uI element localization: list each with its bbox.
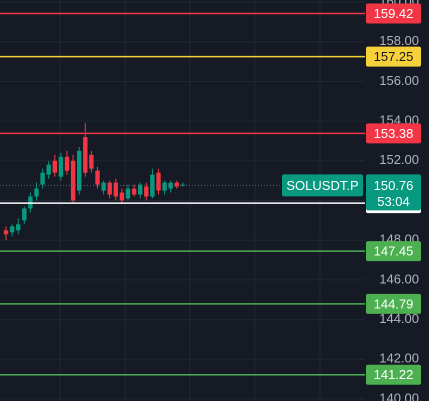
candle-body bbox=[150, 174, 155, 197]
candle-body bbox=[156, 172, 161, 191]
y-tick-label: 144.00 bbox=[379, 311, 419, 326]
candle-body bbox=[58, 156, 64, 177]
candle-body bbox=[101, 182, 106, 191]
candle-body bbox=[125, 188, 131, 199]
candle-body bbox=[95, 170, 100, 185]
candle-body bbox=[168, 182, 173, 189]
y-tick-label: 146.00 bbox=[379, 271, 419, 286]
symbol-box bbox=[282, 174, 363, 197]
candle-body bbox=[113, 182, 118, 197]
candle-body bbox=[144, 186, 149, 197]
countdown-label: 53:04 bbox=[377, 194, 410, 209]
level-label-box bbox=[366, 241, 421, 262]
candle-body bbox=[131, 188, 137, 195]
last-price-box bbox=[366, 174, 421, 211]
candle-body bbox=[46, 164, 51, 175]
level-label-box bbox=[366, 364, 421, 385]
candle-body bbox=[107, 182, 112, 195]
candle-body bbox=[89, 154, 94, 169]
y-tick-label: 142.00 bbox=[379, 351, 419, 366]
level-label: 157.25 bbox=[374, 49, 414, 64]
candle-body bbox=[64, 156, 70, 171]
candle-body bbox=[34, 188, 39, 197]
level-label: 153.38 bbox=[374, 126, 414, 141]
y-tick-label: 140.00 bbox=[379, 390, 419, 401]
candle-body bbox=[162, 182, 167, 191]
candle-body bbox=[119, 192, 125, 201]
candle-body bbox=[40, 172, 45, 185]
candle-body bbox=[180, 184, 186, 186]
candle-body bbox=[22, 208, 27, 221]
candle-body bbox=[174, 182, 179, 187]
level-label-box bbox=[366, 46, 421, 67]
level-label: 144.79 bbox=[374, 296, 414, 311]
candle-body bbox=[16, 224, 21, 231]
symbol-label: SOLUSDT.P bbox=[286, 178, 358, 193]
candle-body bbox=[83, 136, 88, 173]
candle-body bbox=[3, 230, 9, 235]
last-price-label: 150.76 bbox=[374, 178, 414, 193]
candle-body bbox=[9, 226, 15, 233]
y-tick-label: 152.00 bbox=[379, 152, 419, 167]
level-label-box bbox=[366, 3, 421, 24]
candle-body bbox=[70, 160, 76, 201]
level-label-box bbox=[366, 293, 421, 314]
level-label: 141.22 bbox=[374, 367, 414, 382]
candle-body bbox=[138, 184, 143, 195]
candle-body bbox=[77, 150, 82, 191]
candle-body bbox=[52, 160, 57, 173]
level-label: 159.42 bbox=[374, 6, 414, 21]
level-label-box bbox=[366, 123, 421, 144]
level-label: 147.45 bbox=[374, 244, 414, 259]
y-tick-label: 156.00 bbox=[379, 73, 419, 88]
y-tick-label: 158.00 bbox=[379, 33, 419, 48]
